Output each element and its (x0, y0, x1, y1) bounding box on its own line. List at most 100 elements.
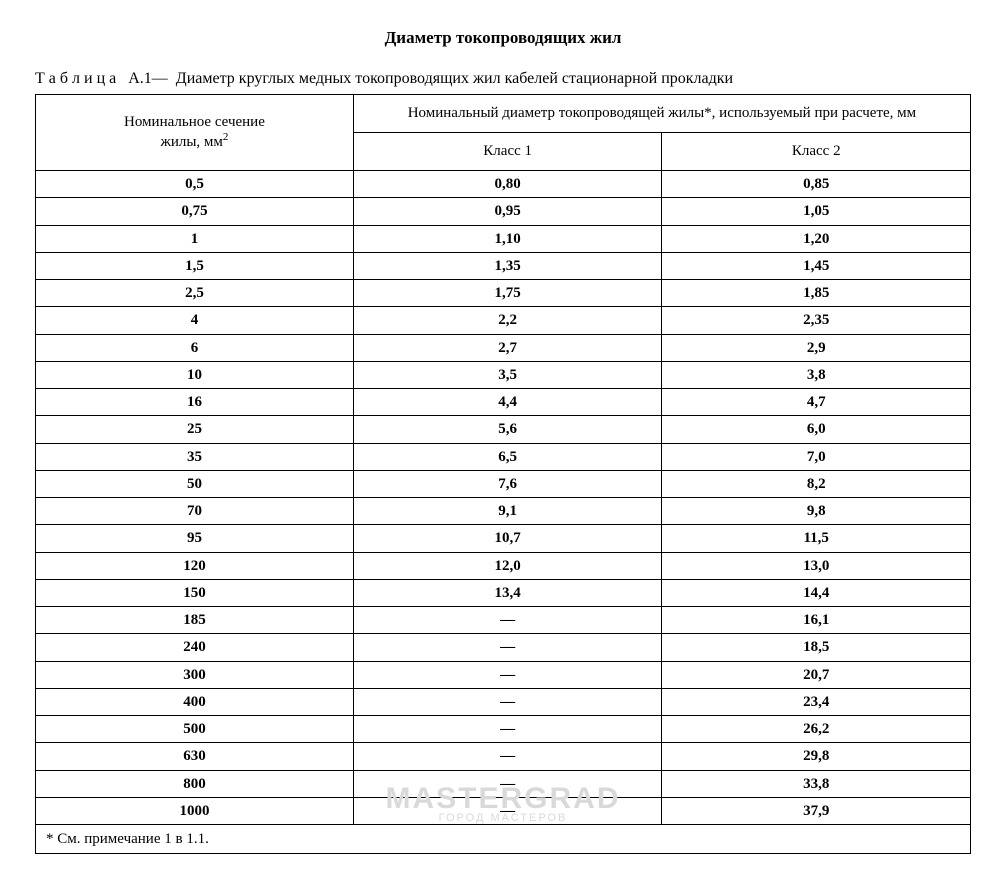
table-cell: 2,7 (353, 334, 662, 361)
table-cell: 11,5 (662, 525, 971, 552)
table-row: 1,51,351,45 (36, 252, 971, 279)
table-cell: 20,7 (662, 661, 971, 688)
table-cell: 10,7 (353, 525, 662, 552)
header-class2: Класс 2 (662, 133, 971, 171)
table-cell: 10 (36, 361, 354, 388)
header-col1-sup: 2 (223, 131, 229, 143)
table-row: 62,72,9 (36, 334, 971, 361)
table-cell: 26,2 (662, 716, 971, 743)
table-cell: 6,5 (353, 443, 662, 470)
table-footnote: * См. примечание 1 в 1.1. (36, 825, 971, 854)
table-cell: 1,5 (36, 252, 354, 279)
table-cell: 1000 (36, 797, 354, 824)
table-cell: 1,35 (353, 252, 662, 279)
table-cell: 50 (36, 470, 354, 497)
table-cell: 2,9 (662, 334, 971, 361)
table-cell: 35 (36, 443, 354, 470)
table-cell: 1,05 (662, 198, 971, 225)
table-row: 9510,711,5 (36, 525, 971, 552)
table-row: 42,22,35 (36, 307, 971, 334)
table-row: 1000—37,9 (36, 797, 971, 824)
table-cell: 240 (36, 634, 354, 661)
conductor-diameter-table: Номинальное сечение жилы, мм2 Номинальны… (35, 94, 971, 854)
table-cell: — (353, 743, 662, 770)
table-cell: 23,4 (662, 688, 971, 715)
table-cell: — (353, 661, 662, 688)
table-cell: 13,4 (353, 579, 662, 606)
table-cell: 0,85 (662, 171, 971, 198)
table-cell: 9,8 (662, 498, 971, 525)
table-row: 12012,013,0 (36, 552, 971, 579)
table-cell: 1,10 (353, 225, 662, 252)
header-col1-line2: жилы, мм (160, 134, 222, 150)
table-row: 356,57,0 (36, 443, 971, 470)
table-cell: 1,85 (662, 280, 971, 307)
table-cell: 3,5 (353, 361, 662, 388)
table-cell: 0,95 (353, 198, 662, 225)
table-row: 500—26,2 (36, 716, 971, 743)
caption-prefix: Т а б л и ц а (35, 70, 116, 87)
table-cell: 18,5 (662, 634, 971, 661)
table-cell: 0,5 (36, 171, 354, 198)
table-cell: 16,1 (662, 607, 971, 634)
table-cell: 12,0 (353, 552, 662, 579)
table-row: 11,101,20 (36, 225, 971, 252)
table-cell: 0,80 (353, 171, 662, 198)
table-cell: 630 (36, 743, 354, 770)
table-cell: 70 (36, 498, 354, 525)
table-cell: 1,45 (662, 252, 971, 279)
table-cell: 29,8 (662, 743, 971, 770)
table-cell: 7,6 (353, 470, 662, 497)
table-row: 709,19,8 (36, 498, 971, 525)
table-cell: 8,2 (662, 470, 971, 497)
table-cell: 2,2 (353, 307, 662, 334)
table-row: 15013,414,4 (36, 579, 971, 606)
caption-number: А.1— (128, 70, 168, 87)
table-cell: 185 (36, 607, 354, 634)
header-col1: Номинальное сечение жилы, мм2 (36, 95, 354, 171)
table-cell: 7,0 (662, 443, 971, 470)
table-row: 400—23,4 (36, 688, 971, 715)
table-cell: 400 (36, 688, 354, 715)
table-cell: 1,75 (353, 280, 662, 307)
table-row: 507,68,2 (36, 470, 971, 497)
table-cell: — (353, 797, 662, 824)
table-cell: 1,20 (662, 225, 971, 252)
table-row: 630—29,8 (36, 743, 971, 770)
caption-text: Диаметр круглых медных токопроводящих жи… (176, 70, 733, 87)
table-cell: 4 (36, 307, 354, 334)
table-cell: 800 (36, 770, 354, 797)
table-cell: 300 (36, 661, 354, 688)
table-row: 240—18,5 (36, 634, 971, 661)
table-cell: 16 (36, 389, 354, 416)
table-cell: 6 (36, 334, 354, 361)
table-row: 2,51,751,85 (36, 280, 971, 307)
table-cell: 37,9 (662, 797, 971, 824)
table-row: 185—16,1 (36, 607, 971, 634)
table-cell: 6,0 (662, 416, 971, 443)
table-cell: 2,35 (662, 307, 971, 334)
table-cell: — (353, 716, 662, 743)
table-cell: 0,75 (36, 198, 354, 225)
table-row: 164,44,7 (36, 389, 971, 416)
table-cell: 3,8 (662, 361, 971, 388)
header-col1-line1: Номинальное сечение (124, 114, 265, 130)
table-cell: 120 (36, 552, 354, 579)
table-row: 103,53,8 (36, 361, 971, 388)
header-span: Номинальный диаметр токопроводящей жилы*… (353, 95, 970, 133)
table-cell: 95 (36, 525, 354, 552)
table-cell: 1 (36, 225, 354, 252)
table-cell: 25 (36, 416, 354, 443)
table-cell: — (353, 607, 662, 634)
table-cell: — (353, 770, 662, 797)
table-row: 255,66,0 (36, 416, 971, 443)
table-cell: 33,8 (662, 770, 971, 797)
table-row: 0,750,951,05 (36, 198, 971, 225)
table-cell: 13,0 (662, 552, 971, 579)
table-cell: 4,7 (662, 389, 971, 416)
table-cell: 9,1 (353, 498, 662, 525)
page-title: Диаметр токопроводящих жил (35, 28, 971, 48)
table-cell: 4,4 (353, 389, 662, 416)
table-caption: Т а б л и ц а А.1— Диаметр круглых медны… (35, 70, 971, 88)
table-row: 300—20,7 (36, 661, 971, 688)
